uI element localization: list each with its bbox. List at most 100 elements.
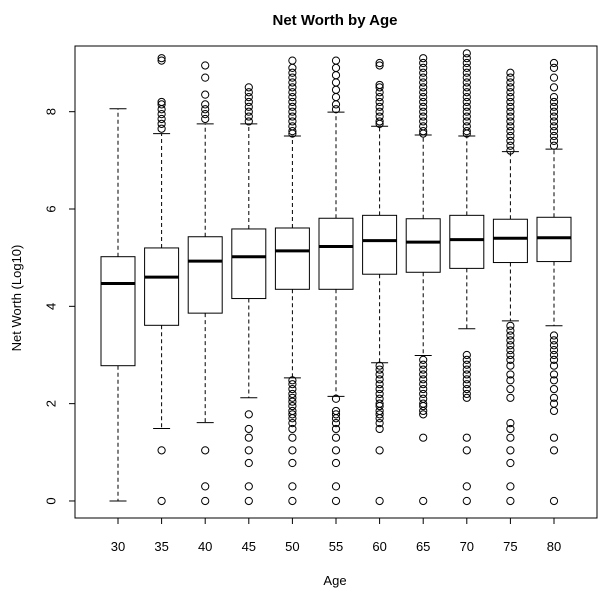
outlier-point (549, 433, 559, 442)
outlier-point (244, 92, 253, 102)
outlier-point (506, 433, 515, 442)
outlier-point (462, 107, 471, 116)
outlier-point (201, 73, 210, 82)
box-iqr (100, 256, 136, 367)
outlier-point (462, 102, 471, 111)
outlier-point (506, 92, 515, 102)
x-tick-label: 55 (329, 539, 343, 554)
outlier-point (462, 389, 471, 399)
outlier-point (331, 394, 341, 403)
outlier-point (506, 88, 515, 97)
outlier-point (419, 375, 428, 384)
outlier-point (419, 384, 428, 394)
outlier-point (506, 376, 515, 385)
outlier-point (244, 83, 253, 92)
outlier-point (462, 350, 471, 360)
outlier-point (549, 406, 559, 416)
outlier-point (288, 393, 297, 402)
outlier-point (244, 102, 253, 111)
outlier-point (462, 380, 471, 389)
outlier-point (419, 410, 428, 419)
outlier-point (375, 419, 384, 428)
outlier-point (331, 424, 341, 434)
outlier-point (244, 496, 253, 506)
outlier-point (549, 112, 559, 121)
outlier-point (288, 406, 297, 416)
outlier-point (506, 458, 515, 468)
outlier-point (157, 114, 166, 124)
y-tick-label: 0 (44, 497, 59, 504)
outlier-point (288, 92, 297, 102)
outlier-point (288, 397, 297, 406)
outlier-point (462, 117, 471, 126)
outlier-point (419, 88, 428, 97)
outlier-point (244, 107, 253, 116)
outlier-point (375, 107, 384, 116)
outlier-point (506, 446, 515, 455)
outlier-point (549, 399, 559, 408)
outlier-point (288, 127, 297, 136)
outlier-point (419, 370, 428, 379)
outlier-point (375, 61, 384, 70)
outlier-point (462, 83, 471, 92)
y-tick-label: 2 (44, 400, 59, 407)
box-iqr (231, 228, 267, 300)
outlier-point (549, 446, 559, 455)
outlier-point (375, 394, 384, 403)
outlier-point (549, 136, 559, 145)
outlier-point (462, 92, 471, 102)
outlier-point (375, 375, 384, 384)
outlier-point (375, 424, 384, 434)
outlier-point (244, 446, 253, 455)
outlier-point (549, 370, 559, 379)
outlier-point (419, 496, 428, 506)
outlier-point (506, 78, 515, 87)
outlier-point (419, 127, 428, 136)
outlier-point (462, 78, 471, 87)
outlier-point (331, 496, 341, 506)
outlier-point (549, 341, 559, 350)
outlier-point (506, 326, 515, 335)
outlier-point (506, 350, 515, 360)
outlier-point (375, 496, 384, 506)
outlier-point (157, 54, 166, 63)
outlier-point (462, 375, 471, 384)
outlier-point (375, 80, 384, 90)
outlier-point (157, 97, 166, 107)
outlier-point (331, 105, 341, 114)
outlier-point (244, 424, 253, 434)
outlier-point (506, 355, 515, 364)
outlier-point (375, 97, 384, 107)
outlier-point (419, 360, 428, 369)
outlier-point (549, 122, 559, 131)
outlier-point (506, 361, 515, 370)
outlier-point (331, 410, 341, 419)
outlier-point (201, 114, 210, 124)
outlier-point (201, 61, 210, 70)
x-tick-label: 80 (547, 539, 561, 554)
outlier-point (419, 83, 428, 92)
outlier-point (244, 458, 253, 468)
outlier-point (157, 124, 166, 133)
outlier-point (506, 97, 515, 107)
outlier-point (288, 376, 297, 385)
outlier-point (549, 102, 559, 111)
outlier-point (288, 446, 297, 455)
y-tick-label: 6 (44, 205, 59, 212)
outlier-point (462, 73, 471, 82)
outlier-point (375, 361, 384, 370)
outlier-point (506, 331, 515, 340)
outlier-point (506, 496, 515, 506)
outlier-point (288, 424, 297, 434)
outlier-point (462, 446, 471, 455)
box-iqr (405, 218, 441, 273)
outlier-point (549, 92, 559, 102)
box-iqr (449, 214, 485, 269)
outlier-point (288, 63, 297, 72)
outlier-point (331, 92, 341, 102)
outlier-point (462, 433, 471, 442)
outlier-point (462, 58, 471, 68)
outlier-point (419, 58, 428, 68)
